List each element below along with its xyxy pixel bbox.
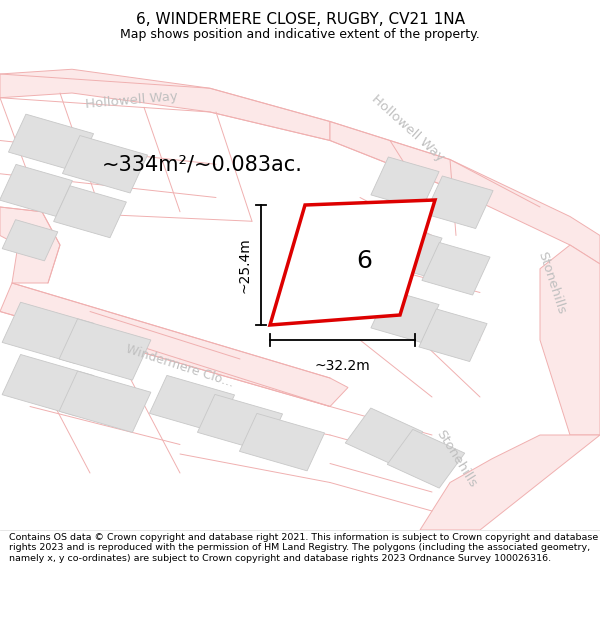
Text: ~25.4m: ~25.4m xyxy=(238,237,252,293)
Text: Windermere Clo…: Windermere Clo… xyxy=(124,342,236,390)
Text: Contains OS data © Crown copyright and database right 2021. This information is : Contains OS data © Crown copyright and d… xyxy=(9,533,598,562)
Text: 6: 6 xyxy=(356,249,373,273)
Polygon shape xyxy=(59,319,151,380)
Polygon shape xyxy=(2,354,94,416)
Polygon shape xyxy=(0,164,73,216)
Polygon shape xyxy=(330,121,600,264)
Polygon shape xyxy=(0,283,348,406)
Polygon shape xyxy=(53,186,127,238)
Polygon shape xyxy=(387,429,465,488)
Text: ~32.2m: ~32.2m xyxy=(314,359,370,373)
Polygon shape xyxy=(540,245,600,435)
Polygon shape xyxy=(374,224,442,276)
Polygon shape xyxy=(425,176,493,229)
Text: ~334m²/~0.083ac.: ~334m²/~0.083ac. xyxy=(102,154,303,174)
Text: Hollowell Way: Hollowell Way xyxy=(369,92,447,164)
Polygon shape xyxy=(8,114,94,172)
Polygon shape xyxy=(239,413,325,471)
Polygon shape xyxy=(59,371,151,432)
Polygon shape xyxy=(197,394,283,452)
Text: Hollowell Way: Hollowell Way xyxy=(85,89,179,111)
Polygon shape xyxy=(422,242,490,295)
Text: 6, WINDERMERE CLOSE, RUGBY, CV21 1NA: 6, WINDERMERE CLOSE, RUGBY, CV21 1NA xyxy=(136,12,464,27)
Polygon shape xyxy=(270,200,435,325)
Polygon shape xyxy=(371,157,439,209)
Polygon shape xyxy=(419,309,487,361)
Polygon shape xyxy=(149,376,235,433)
Text: Stonehills: Stonehills xyxy=(536,250,568,316)
Polygon shape xyxy=(62,136,148,193)
Polygon shape xyxy=(345,408,423,467)
Polygon shape xyxy=(2,302,94,364)
Polygon shape xyxy=(0,69,330,141)
Polygon shape xyxy=(0,207,60,283)
Text: Map shows position and indicative extent of the property.: Map shows position and indicative extent… xyxy=(120,28,480,41)
Text: Stonehills: Stonehills xyxy=(433,428,479,490)
Polygon shape xyxy=(371,290,439,342)
Polygon shape xyxy=(420,435,600,530)
Polygon shape xyxy=(2,219,58,261)
